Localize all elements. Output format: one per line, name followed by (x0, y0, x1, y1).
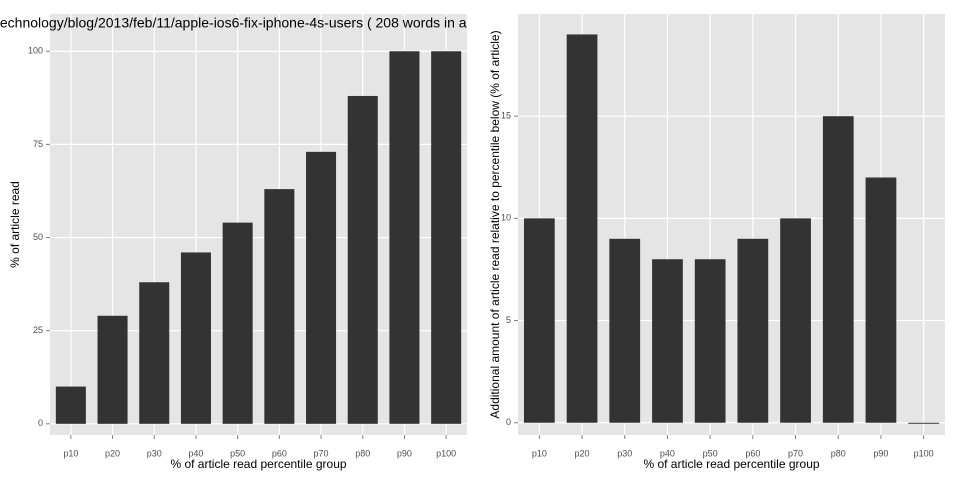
x-tick-label: p40 (188, 448, 203, 458)
x-tick-label: p20 (105, 448, 120, 458)
y-tick-label: 5 (506, 315, 511, 325)
bar (694, 259, 726, 423)
x-tick-label: p10 (63, 448, 78, 458)
x-axis-label: % of article read percentile group (643, 457, 819, 471)
bar (222, 222, 253, 424)
y-tick-label: 15 (501, 111, 511, 121)
bar (55, 386, 86, 424)
x-tick-label: p30 (617, 448, 632, 458)
x-tick-label: p90 (873, 448, 888, 458)
y-tick-label: 25 (33, 325, 43, 335)
x-tick-label: p30 (147, 448, 162, 458)
x-tick-label: p40 (660, 448, 675, 458)
bar (306, 151, 337, 424)
x-tick-label: p50 (230, 448, 245, 458)
x-tick-label: p100 (436, 448, 456, 458)
y-axis-label: Additional amount of article read relati… (488, 30, 502, 418)
bar (652, 259, 683, 423)
bar (737, 238, 769, 423)
bar (264, 189, 295, 424)
x-tick-label: p20 (575, 448, 590, 458)
x-tick-label: p90 (397, 448, 412, 458)
bar (523, 218, 555, 423)
x-tick-label: p50 (703, 448, 718, 458)
x-tick-label: p80 (355, 448, 370, 458)
y-tick-label: 100 (28, 46, 43, 56)
bar (780, 218, 811, 423)
x-tick-label: p100 (914, 448, 934, 458)
x-tick-label: p80 (831, 448, 846, 458)
y-tick-label: 10 (501, 213, 511, 223)
x-tick-label: p10 (532, 448, 547, 458)
bar (180, 252, 211, 424)
bar (566, 34, 598, 423)
bar (347, 95, 378, 424)
bar (908, 422, 940, 424)
y-tick-label: 0 (38, 418, 43, 428)
x-axis-label: % of article read percentile group (170, 457, 346, 471)
x-tick-label: p60 (745, 448, 760, 458)
chart-title: technology/blog/2013/feb/11/apple-ios6-f… (0, 15, 467, 31)
bar (431, 51, 462, 424)
bar (822, 116, 854, 423)
x-tick-label: p70 (314, 448, 329, 458)
bar (389, 51, 420, 424)
y-tick-label: 0 (506, 417, 511, 427)
y-axis-label: % of article read (8, 181, 22, 268)
bar (865, 177, 897, 423)
y-tick-label: 50 (33, 232, 43, 242)
bar (609, 238, 641, 423)
bar (139, 282, 170, 424)
y-tick-label: 75 (33, 139, 43, 149)
bar (97, 315, 128, 424)
x-tick-label: p60 (272, 448, 287, 458)
x-tick-label: p70 (788, 448, 803, 458)
